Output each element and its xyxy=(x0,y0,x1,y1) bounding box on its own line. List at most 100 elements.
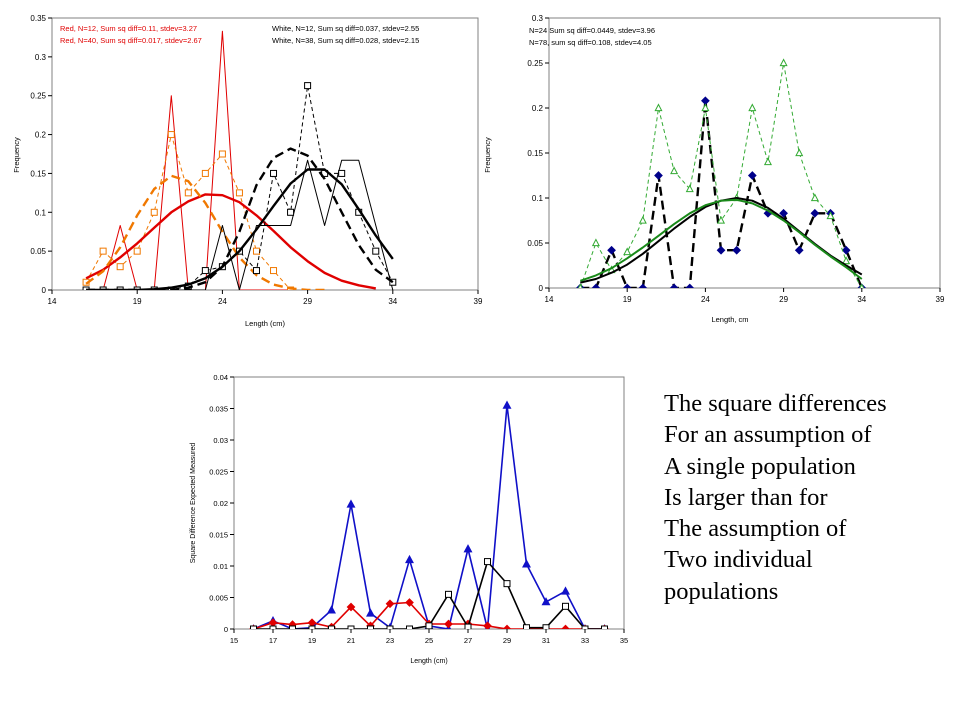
square-marker xyxy=(133,286,141,290)
y-axis-label: Frequency xyxy=(12,137,21,173)
y-tick-label: 0 xyxy=(224,625,228,634)
y-tick-label: 0.25 xyxy=(527,59,543,68)
diamond-marker xyxy=(346,602,356,612)
series-4 xyxy=(579,198,863,282)
square-marker xyxy=(201,169,209,177)
square-marker xyxy=(201,267,209,275)
triangle-marker xyxy=(463,544,473,553)
x-tick-label: 17 xyxy=(269,636,277,645)
x-tick-label: 24 xyxy=(701,295,710,304)
legend-entry: Red, N=40, Sum sq diff=0.017, stdev=2.67 xyxy=(60,36,202,45)
x-axis-label: Length (cm) xyxy=(245,319,286,328)
diamond-marker xyxy=(779,208,788,218)
triangle-marker xyxy=(779,58,788,67)
triangle-marker xyxy=(763,157,772,166)
diamond-marker xyxy=(794,245,804,255)
x-tick-label: 21 xyxy=(347,636,355,645)
triangle-marker xyxy=(748,103,757,112)
y-tick-label: 0.03 xyxy=(213,436,228,445)
square-marker xyxy=(289,625,296,629)
y-tick-label: 0.2 xyxy=(35,131,47,140)
chart-frequency-combined: 0 0.05 0.1 0.15 0.2 0.25 0.3 14 19 24 29 34 39 Length… xyxy=(483,14,945,324)
x-tick-label: 39 xyxy=(936,295,945,304)
series-line xyxy=(86,159,394,290)
y-tick-label: 0.3 xyxy=(35,53,47,62)
series-2 xyxy=(82,131,295,290)
plot-area xyxy=(233,376,625,630)
series-line xyxy=(85,193,377,290)
series-3 xyxy=(85,193,377,290)
x-tick-label: 33 xyxy=(581,636,589,645)
series-4 xyxy=(85,174,325,290)
series-line xyxy=(579,198,863,282)
square-marker xyxy=(542,624,550,629)
y-tick-label: 0.035 xyxy=(209,405,228,414)
diamond-marker xyxy=(810,208,820,218)
square-marker xyxy=(503,580,511,588)
y-tick-label: 0.1 xyxy=(35,208,47,217)
explanation-line: The square differences xyxy=(664,390,887,417)
diamond-marker xyxy=(654,171,663,180)
triangle-marker xyxy=(522,559,531,568)
square-marker xyxy=(167,131,175,139)
legend-entry: White, N=12, Sum sq diff=0.037, stdev=2.… xyxy=(272,24,419,33)
legend-entry: N=24 Sum sq diff=0.0449, stdev=3.96 xyxy=(529,26,655,35)
diamond-marker xyxy=(405,598,414,607)
series-8 xyxy=(86,147,394,290)
y-tick-label: 0.35 xyxy=(30,14,46,23)
y-axis-label: Frequency xyxy=(483,137,492,173)
series-line xyxy=(86,168,394,290)
triangle-marker xyxy=(810,193,819,202)
y-tick-label: 0.15 xyxy=(30,169,46,178)
explanation-line: The assumption of xyxy=(664,515,847,543)
y-tick-label: 0.015 xyxy=(209,531,228,540)
explanation-line: populations xyxy=(664,577,779,605)
square-marker xyxy=(445,590,452,598)
square-marker xyxy=(372,247,380,255)
triangle-marker xyxy=(670,166,679,175)
y-tick-label: 0.3 xyxy=(532,14,544,23)
x-tick-label: 15 xyxy=(230,636,238,645)
x-tick-label: 19 xyxy=(133,297,142,306)
x-tick-label: 23 xyxy=(386,636,394,645)
y-tick-label: 0.1 xyxy=(532,194,544,203)
triangle-marker xyxy=(346,499,356,508)
square-marker xyxy=(581,625,589,629)
square-marker xyxy=(150,208,158,216)
x-tick-label: 31 xyxy=(542,636,550,645)
plot-area xyxy=(51,17,479,291)
square-marker xyxy=(116,263,124,271)
square-marker xyxy=(328,625,335,629)
triangle-marker xyxy=(623,247,632,256)
series-line xyxy=(85,174,325,290)
legend-entry: N=78, sum sq diff=0.108, stdev=4.05 xyxy=(529,38,652,47)
square-marker xyxy=(218,150,226,158)
square-marker xyxy=(484,558,491,566)
x-tick-label: 19 xyxy=(308,636,316,645)
triangle-marker xyxy=(685,184,694,193)
triangle-marker xyxy=(327,605,336,614)
diamond-marker xyxy=(622,283,632,288)
explanation-line: Two individual xyxy=(664,546,813,574)
x-tick-label: 29 xyxy=(779,295,788,304)
x-tick-label: 14 xyxy=(545,295,554,304)
triangle-marker xyxy=(654,103,663,112)
x-tick-label: 34 xyxy=(857,295,866,304)
triangle-marker xyxy=(859,283,865,288)
triangle-marker xyxy=(541,597,551,606)
series-line xyxy=(86,147,394,290)
square-marker xyxy=(99,286,107,290)
explanation-text: The square differences For an assumption… xyxy=(664,388,887,607)
square-marker xyxy=(367,625,374,629)
chart-frequency-red-white: 0 0.05 0.1 0.15 0.2 0.25 0.3 0.35 14 19 24 29 34 39 Le… xyxy=(12,14,483,328)
x-tick-label: 14 xyxy=(48,297,57,306)
legend-entry: White, N=38, Sum sq diff=0.028, stdev=2.… xyxy=(272,36,419,45)
x-tick-label: 19 xyxy=(623,295,632,304)
series-1 xyxy=(86,30,291,290)
square-marker xyxy=(347,625,355,629)
x-tick-label: 27 xyxy=(464,636,472,645)
series-5 xyxy=(86,159,394,290)
y-tick-label: 0 xyxy=(42,286,47,295)
series-7 xyxy=(86,168,394,290)
triangle-marker xyxy=(561,586,570,595)
